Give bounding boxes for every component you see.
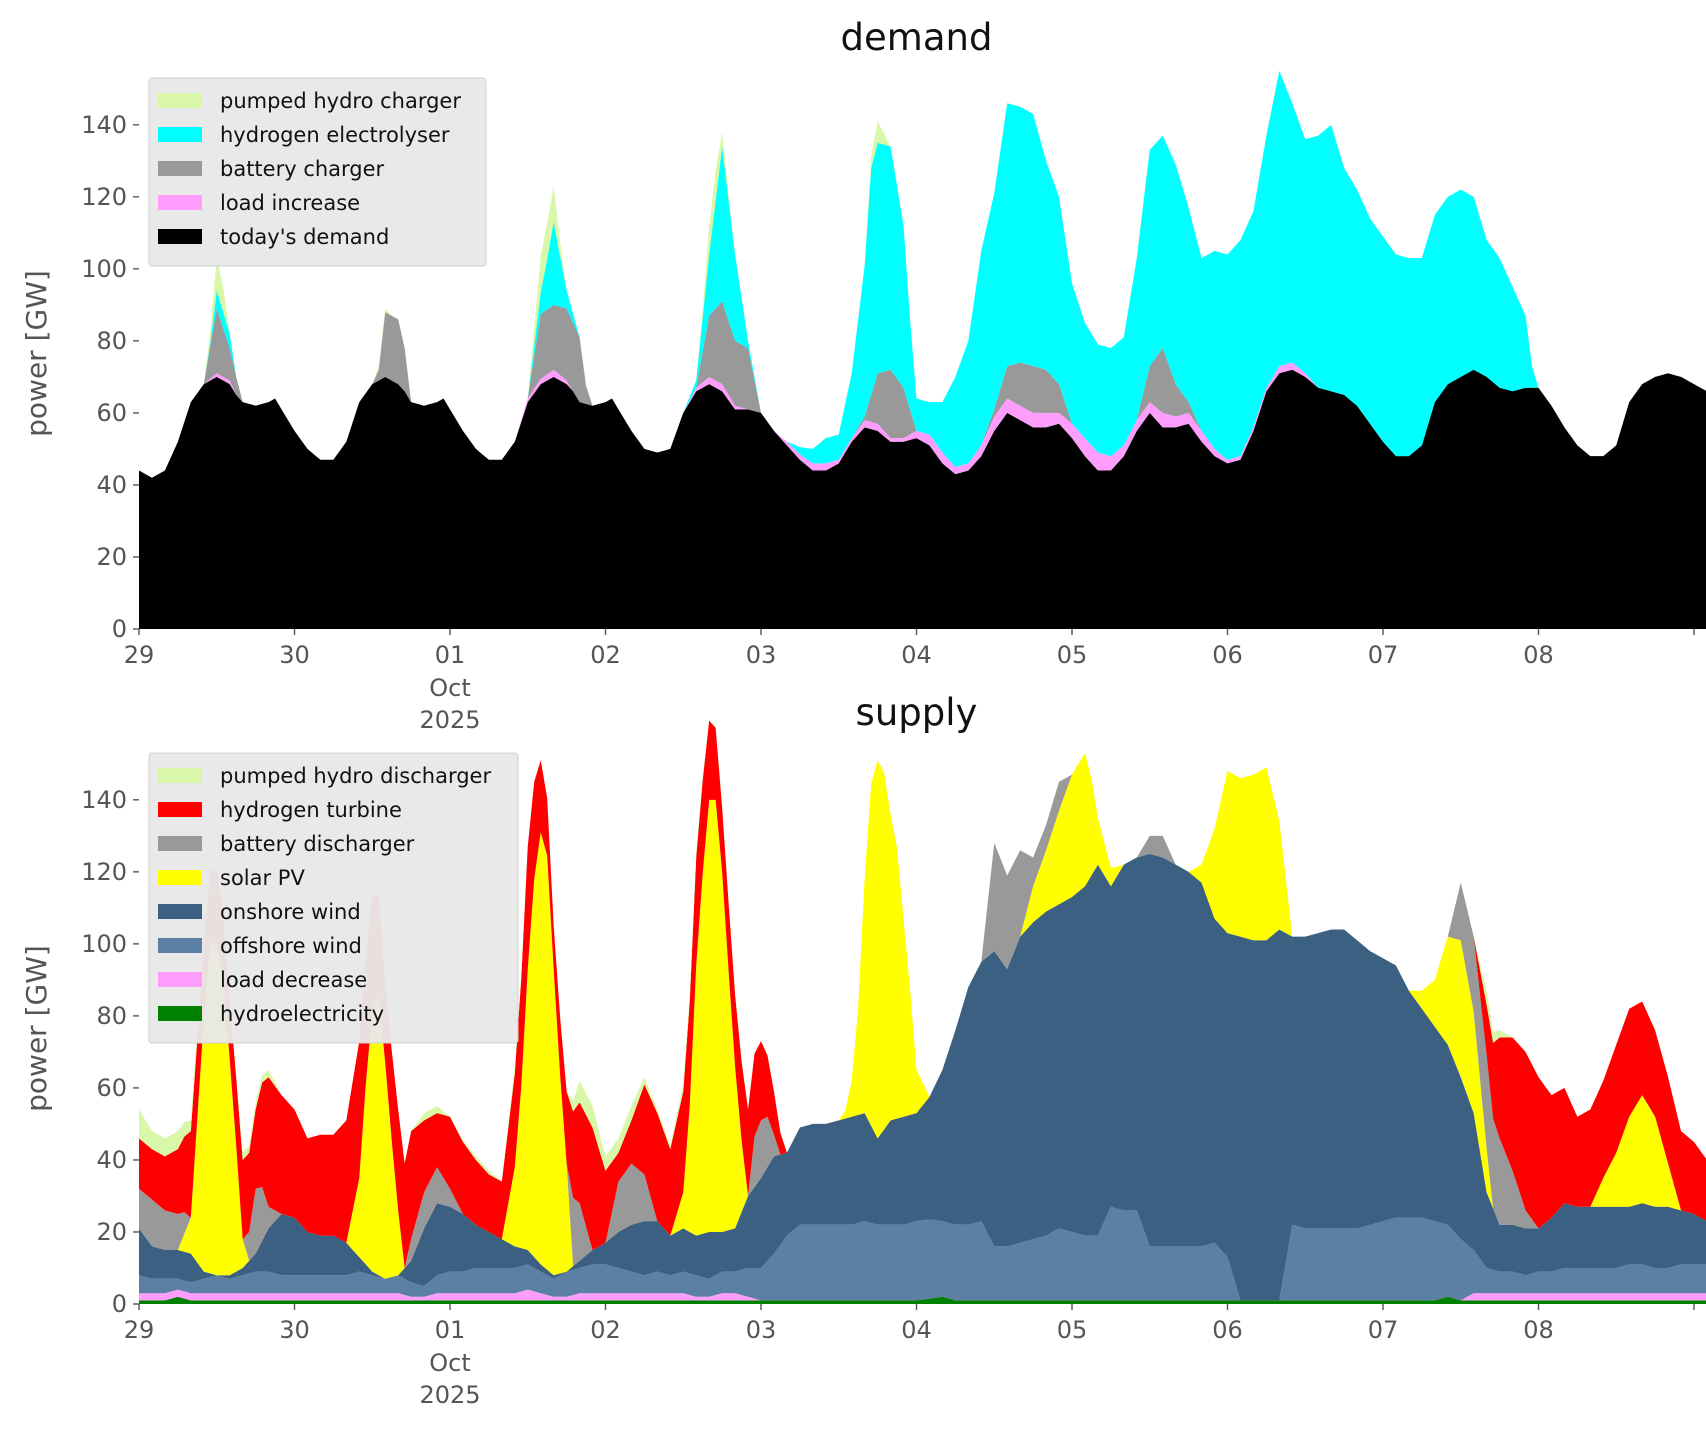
- area-today-s-demand: [139, 369, 1706, 629]
- x-tick-sublabel: Oct: [429, 674, 471, 702]
- x-tick-label: 07: [1368, 641, 1399, 669]
- y-tick-label: 80: [96, 327, 127, 355]
- y-tick-label: 40: [96, 471, 127, 499]
- chart-title: demand: [841, 16, 993, 59]
- legend-swatch-hydrogen-turbine: [158, 802, 202, 817]
- x-tick-label: 02: [590, 641, 621, 669]
- legend-swatch-load-decrease: [158, 972, 202, 987]
- y-tick-label: 120: [81, 183, 127, 211]
- area-onshore-wind: [139, 853, 1706, 1301]
- legend-swatch-solar-pv: [158, 870, 202, 885]
- legend-label-today-s-demand: today's demand: [220, 225, 389, 249]
- y-tick-label: 100: [81, 255, 127, 283]
- legend-swatch-load-increase: [158, 195, 202, 210]
- legend-swatch-pumped-hydro-charger: [158, 93, 202, 108]
- y-tick-label: 100: [81, 930, 127, 958]
- legend-label-hydrogen-electrolyser: hydrogen electrolyser: [220, 123, 450, 147]
- x-tick-label: 30: [279, 641, 310, 669]
- x-tick-label: 29: [124, 1316, 155, 1344]
- y-tick-label: 40: [96, 1146, 127, 1174]
- y-tick-label: 140: [81, 786, 127, 814]
- legend-label-battery-charger: battery charger: [220, 157, 385, 181]
- legend-swatch-battery-discharger: [158, 836, 202, 851]
- y-tick-label: 80: [96, 1002, 127, 1030]
- legend-swatch-battery-charger: [158, 161, 202, 176]
- x-tick-label: 05: [1057, 641, 1088, 669]
- area-offshore-wind: [139, 1206, 1706, 1301]
- legend-swatch-hydrogen-electrolyser: [158, 127, 202, 142]
- x-tick-label: 30: [279, 1316, 310, 1344]
- area-hydroelectricity: [139, 1296, 1706, 1304]
- x-tick-label: 01: [435, 641, 466, 669]
- y-tick-label: 0: [112, 1290, 127, 1318]
- x-tick-sublabel: 2025: [419, 706, 480, 734]
- legend-label-onshore-wind: onshore wind: [220, 900, 361, 924]
- area-hydrogen-electrolyser: [139, 70, 1706, 478]
- x-tick-label: 06: [1212, 641, 1243, 669]
- x-tick-label: 04: [901, 1316, 932, 1344]
- x-tick-label: 01: [435, 1316, 466, 1344]
- y-tick-label: 20: [96, 543, 127, 571]
- legend-swatch-offshore-wind: [158, 938, 202, 953]
- legend-label-battery-discharger: battery discharger: [220, 832, 415, 856]
- x-tick-label: 06: [1212, 1316, 1243, 1344]
- x-tick-sublabel: 2025: [419, 1381, 480, 1409]
- y-tick-label: 20: [96, 1218, 127, 1246]
- legend-label-pumped-hydro-charger: pumped hydro charger: [220, 89, 461, 113]
- legend-label-load-decrease: load decrease: [220, 968, 367, 992]
- area-solar-pv: [139, 753, 1706, 1279]
- legend-swatch-onshore-wind: [158, 904, 202, 919]
- x-tick-label: 03: [746, 1316, 777, 1344]
- legend-swatch-hydroelectricity: [158, 1006, 202, 1021]
- area-hydrogen-turbine: [139, 720, 1706, 1268]
- legend-label-offshore-wind: offshore wind: [220, 934, 362, 958]
- x-tick-label: 05: [1057, 1316, 1088, 1344]
- legend-label-hydroelectricity: hydroelectricity: [220, 1002, 384, 1026]
- x-tick-label: 03: [746, 641, 777, 669]
- y-axis-label: power [GW]: [20, 945, 53, 1112]
- x-tick-label: 07: [1368, 1316, 1399, 1344]
- y-tick-label: 60: [96, 1074, 127, 1102]
- legend-swatch-pumped-hydro-discharger: [158, 768, 202, 783]
- y-tick-label: 140: [81, 111, 127, 139]
- y-tick-label: 120: [81, 858, 127, 886]
- x-tick-sublabel: Oct: [429, 1349, 471, 1377]
- y-tick-label: 0: [112, 615, 127, 643]
- x-tick-label: 04: [901, 641, 932, 669]
- chart-title: supply: [856, 691, 978, 734]
- legend-box: [148, 77, 487, 267]
- legend-swatch-today-s-demand: [158, 229, 202, 244]
- y-axis-label: power [GW]: [20, 270, 53, 437]
- x-tick-label: 08: [1523, 641, 1554, 669]
- x-tick-label: 08: [1523, 1316, 1554, 1344]
- area-load-decrease: [139, 1289, 1706, 1301]
- legend-label-pumped-hydro-discharger: pumped hydro discharger: [220, 764, 491, 788]
- x-tick-label: 02: [590, 1316, 621, 1344]
- legend-box: [148, 752, 519, 1044]
- legend-label-load-increase: load increase: [220, 191, 360, 215]
- x-tick-label: 29: [124, 641, 155, 669]
- legend-label-hydrogen-turbine: hydrogen turbine: [220, 798, 402, 822]
- y-tick-label: 60: [96, 399, 127, 427]
- legend-label-solar-pv: solar PV: [220, 866, 305, 890]
